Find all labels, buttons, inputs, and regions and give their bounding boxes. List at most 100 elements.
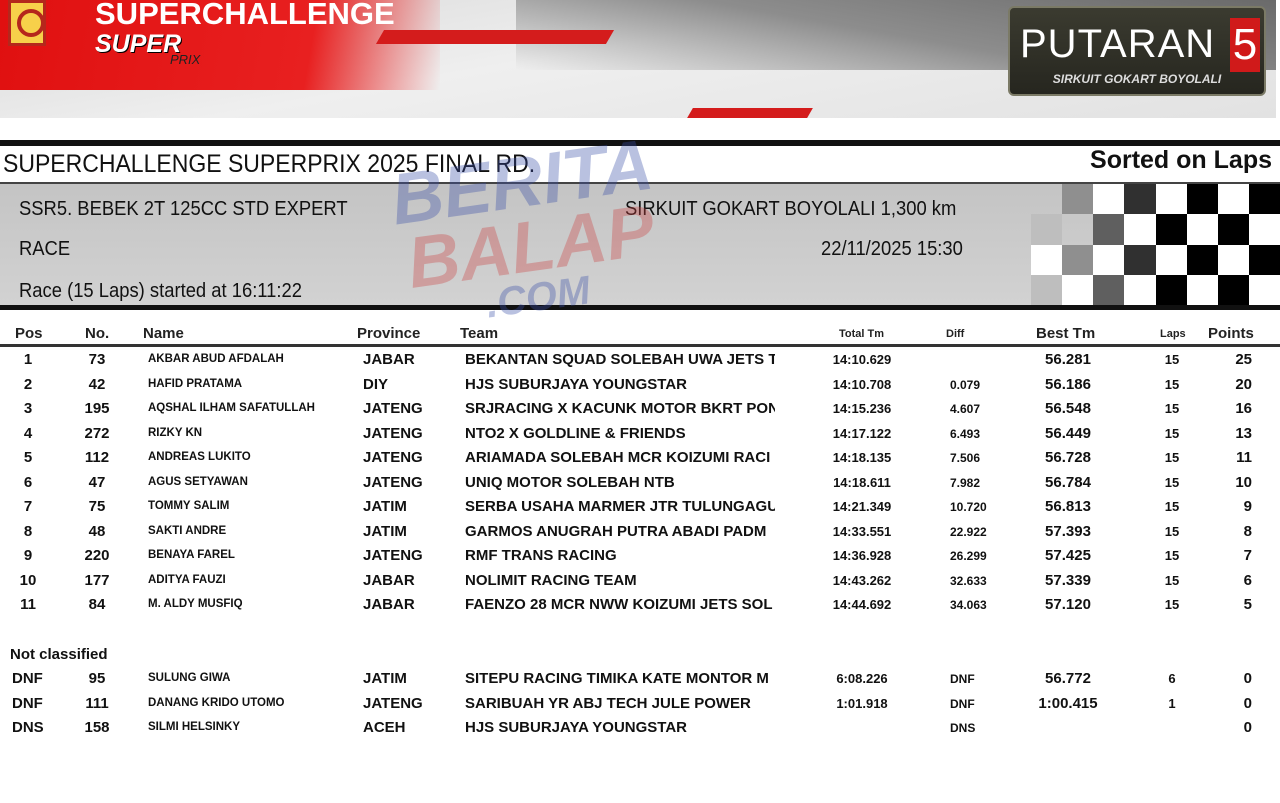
kerb-stripe bbox=[687, 108, 813, 118]
table-row: 8 48 SAKTI ANDRE JATIM GARMOS ANUGRAH PUTRA … bbox=[0, 523, 1280, 547]
flag-square bbox=[1248, 274, 1280, 305]
cell-points: 7 bbox=[1243, 547, 1252, 564]
cell-laps: 15 bbox=[1164, 597, 1180, 612]
cell-name: M. ALDY MUSFIQ bbox=[148, 598, 243, 610]
cell-diff: 7.506 bbox=[950, 451, 981, 465]
cell-diff: DNF bbox=[950, 696, 975, 711]
race-start: Race (15 Laps) started at 16:11:22 bbox=[19, 280, 303, 302]
cell-province: JATENG bbox=[363, 449, 423, 466]
cell-name: SAKTI ANDRE bbox=[148, 524, 227, 537]
flag-square bbox=[1155, 274, 1187, 305]
cell-points: 13 bbox=[1235, 424, 1252, 442]
cell-pos: 11 bbox=[20, 596, 36, 613]
sort-label: Sorted on Laps bbox=[1090, 146, 1272, 174]
cell-total: 14:15.236 bbox=[832, 401, 892, 416]
flag-square bbox=[1248, 244, 1280, 275]
cell-points: 11 bbox=[1236, 449, 1252, 466]
col-header-province: Province bbox=[357, 325, 421, 342]
cell-province: JABAR bbox=[363, 571, 415, 589]
cell-province: JATENG bbox=[363, 694, 423, 712]
flag-square bbox=[1186, 274, 1218, 305]
round-label: PUTARAN bbox=[1020, 22, 1216, 66]
cell-team: GARMOS ANUGRAH PUTRA ABADI PADM bbox=[465, 522, 767, 540]
flag-square bbox=[1062, 214, 1093, 244]
cell-laps: 15 bbox=[1164, 523, 1180, 539]
cell-province: JABAR bbox=[363, 351, 415, 368]
cell-pos: 8 bbox=[23, 522, 33, 540]
cell-diff: 4.607 bbox=[950, 402, 981, 416]
cell-diff: 7.982 bbox=[950, 475, 981, 490]
cell-name: AGUS SETYAWAN bbox=[148, 475, 248, 488]
not-classified-label: Not classified bbox=[10, 646, 108, 663]
col-header-no: No. bbox=[85, 325, 110, 342]
cell-best: 57.425 bbox=[1045, 547, 1091, 564]
cell-team: FAENZO 28 MCR NWW KOIZUMI JETS SOL bbox=[465, 596, 773, 613]
cell-total: 14:36.928 bbox=[832, 548, 892, 563]
cell-no: 84 bbox=[88, 596, 106, 613]
cell-total: 14:21.349 bbox=[832, 499, 892, 514]
round-number: 5 bbox=[1230, 18, 1260, 72]
cell-laps: 15 bbox=[1164, 352, 1180, 367]
cell-province: JATIM bbox=[363, 498, 407, 515]
cell-name: AQSHAL ILHAM SAFATULLAH bbox=[148, 402, 315, 414]
flag-square bbox=[1031, 184, 1062, 214]
cell-laps: 6 bbox=[1168, 671, 1176, 686]
cell-province: JATENG bbox=[363, 400, 423, 417]
cell-team: SERBA USAHA MARMER JTR TULUNGAGU bbox=[465, 498, 775, 515]
banner-red-band bbox=[0, 0, 440, 90]
cell-points: 0 bbox=[1243, 719, 1252, 736]
cell-name: RIZKY KN bbox=[148, 426, 203, 439]
cell-points: 25 bbox=[1235, 351, 1252, 368]
flag-square bbox=[1217, 244, 1249, 275]
col-header-name: Name bbox=[143, 325, 184, 342]
table-row: 7 75 TOMMY SALIM JATIM SERBA USAHA MARMER JT… bbox=[0, 498, 1280, 522]
cell-laps: 15 bbox=[1164, 548, 1180, 563]
event-title: SUPERCHALLENGE SUPERPRIX 2025 FINAL RD. bbox=[3, 150, 536, 178]
cell-best: 56.186 bbox=[1045, 375, 1091, 393]
cell-laps: 15 bbox=[1164, 401, 1180, 416]
col-header-points: Points bbox=[1208, 325, 1254, 342]
divider bbox=[0, 140, 1280, 146]
cell-province: DIY bbox=[363, 375, 389, 393]
cell-best: 57.339 bbox=[1045, 571, 1091, 589]
cell-province: JATENG bbox=[363, 424, 423, 442]
cell-diff: 0.079 bbox=[950, 377, 981, 392]
flag-square bbox=[1062, 184, 1094, 215]
divider bbox=[0, 344, 1280, 347]
class-name: SSR5. BEBEK 2T 125CC STD EXPERT bbox=[19, 198, 348, 220]
round-venue: SIRKUIT GOKART BOYOLALI bbox=[1052, 72, 1222, 86]
table-row: 3 195 AQSHAL ILHAM SAFATULLAH JATENG SRJRACI… bbox=[0, 400, 1280, 424]
flag-square bbox=[1186, 244, 1218, 275]
cell-no: 112 bbox=[84, 449, 110, 466]
cell-total: 14:44.692 bbox=[832, 597, 892, 612]
cell-best: 57.393 bbox=[1045, 522, 1091, 540]
cell-name: SULUNG GIWA bbox=[148, 672, 231, 684]
table-row: DNF 111 DANANG KRIDO UTOMO JATENG SARIBUAH Y… bbox=[0, 695, 1280, 719]
flag-square bbox=[1000, 275, 1031, 305]
cell-points: 16 bbox=[1235, 400, 1252, 417]
cell-pos: 10 bbox=[19, 571, 37, 589]
flag-square bbox=[1155, 214, 1187, 245]
cell-no: 177 bbox=[84, 571, 110, 589]
cell-name: SILMI HELSINKY bbox=[148, 721, 241, 733]
cell-pos: 5 bbox=[23, 449, 33, 466]
cell-province: JATENG bbox=[363, 547, 423, 564]
cell-best: 56.281 bbox=[1045, 351, 1091, 368]
flag-square bbox=[1124, 244, 1156, 275]
cell-pos: DNF bbox=[12, 694, 43, 712]
cell-pos: DNF bbox=[12, 670, 43, 687]
cell-team: HJS SUBURJAYA YOUNGSTAR bbox=[465, 375, 688, 393]
header-banner: SUPERCHALLENGE SUPER PRIX PUTARAN 5 SIRK… bbox=[0, 0, 1276, 118]
cell-best: 1:00.415 bbox=[1038, 694, 1098, 712]
cell-team: HJS SUBURJAYA YOUNGSTAR bbox=[465, 719, 688, 736]
cell-diff: 22.922 bbox=[950, 524, 987, 539]
cell-points: 8 bbox=[1243, 522, 1252, 540]
circuit-info: SIRKUIT GOKART BOYOLALI 1,300 km bbox=[625, 198, 957, 220]
flag-square bbox=[1124, 184, 1156, 215]
cell-province: ACEH bbox=[363, 719, 406, 736]
flag-square bbox=[1062, 274, 1094, 305]
cell-points: 0 bbox=[1243, 670, 1252, 687]
cell-no: 48 bbox=[88, 522, 106, 540]
cell-diff: DNF bbox=[950, 672, 975, 686]
cell-laps: 15 bbox=[1164, 450, 1180, 465]
